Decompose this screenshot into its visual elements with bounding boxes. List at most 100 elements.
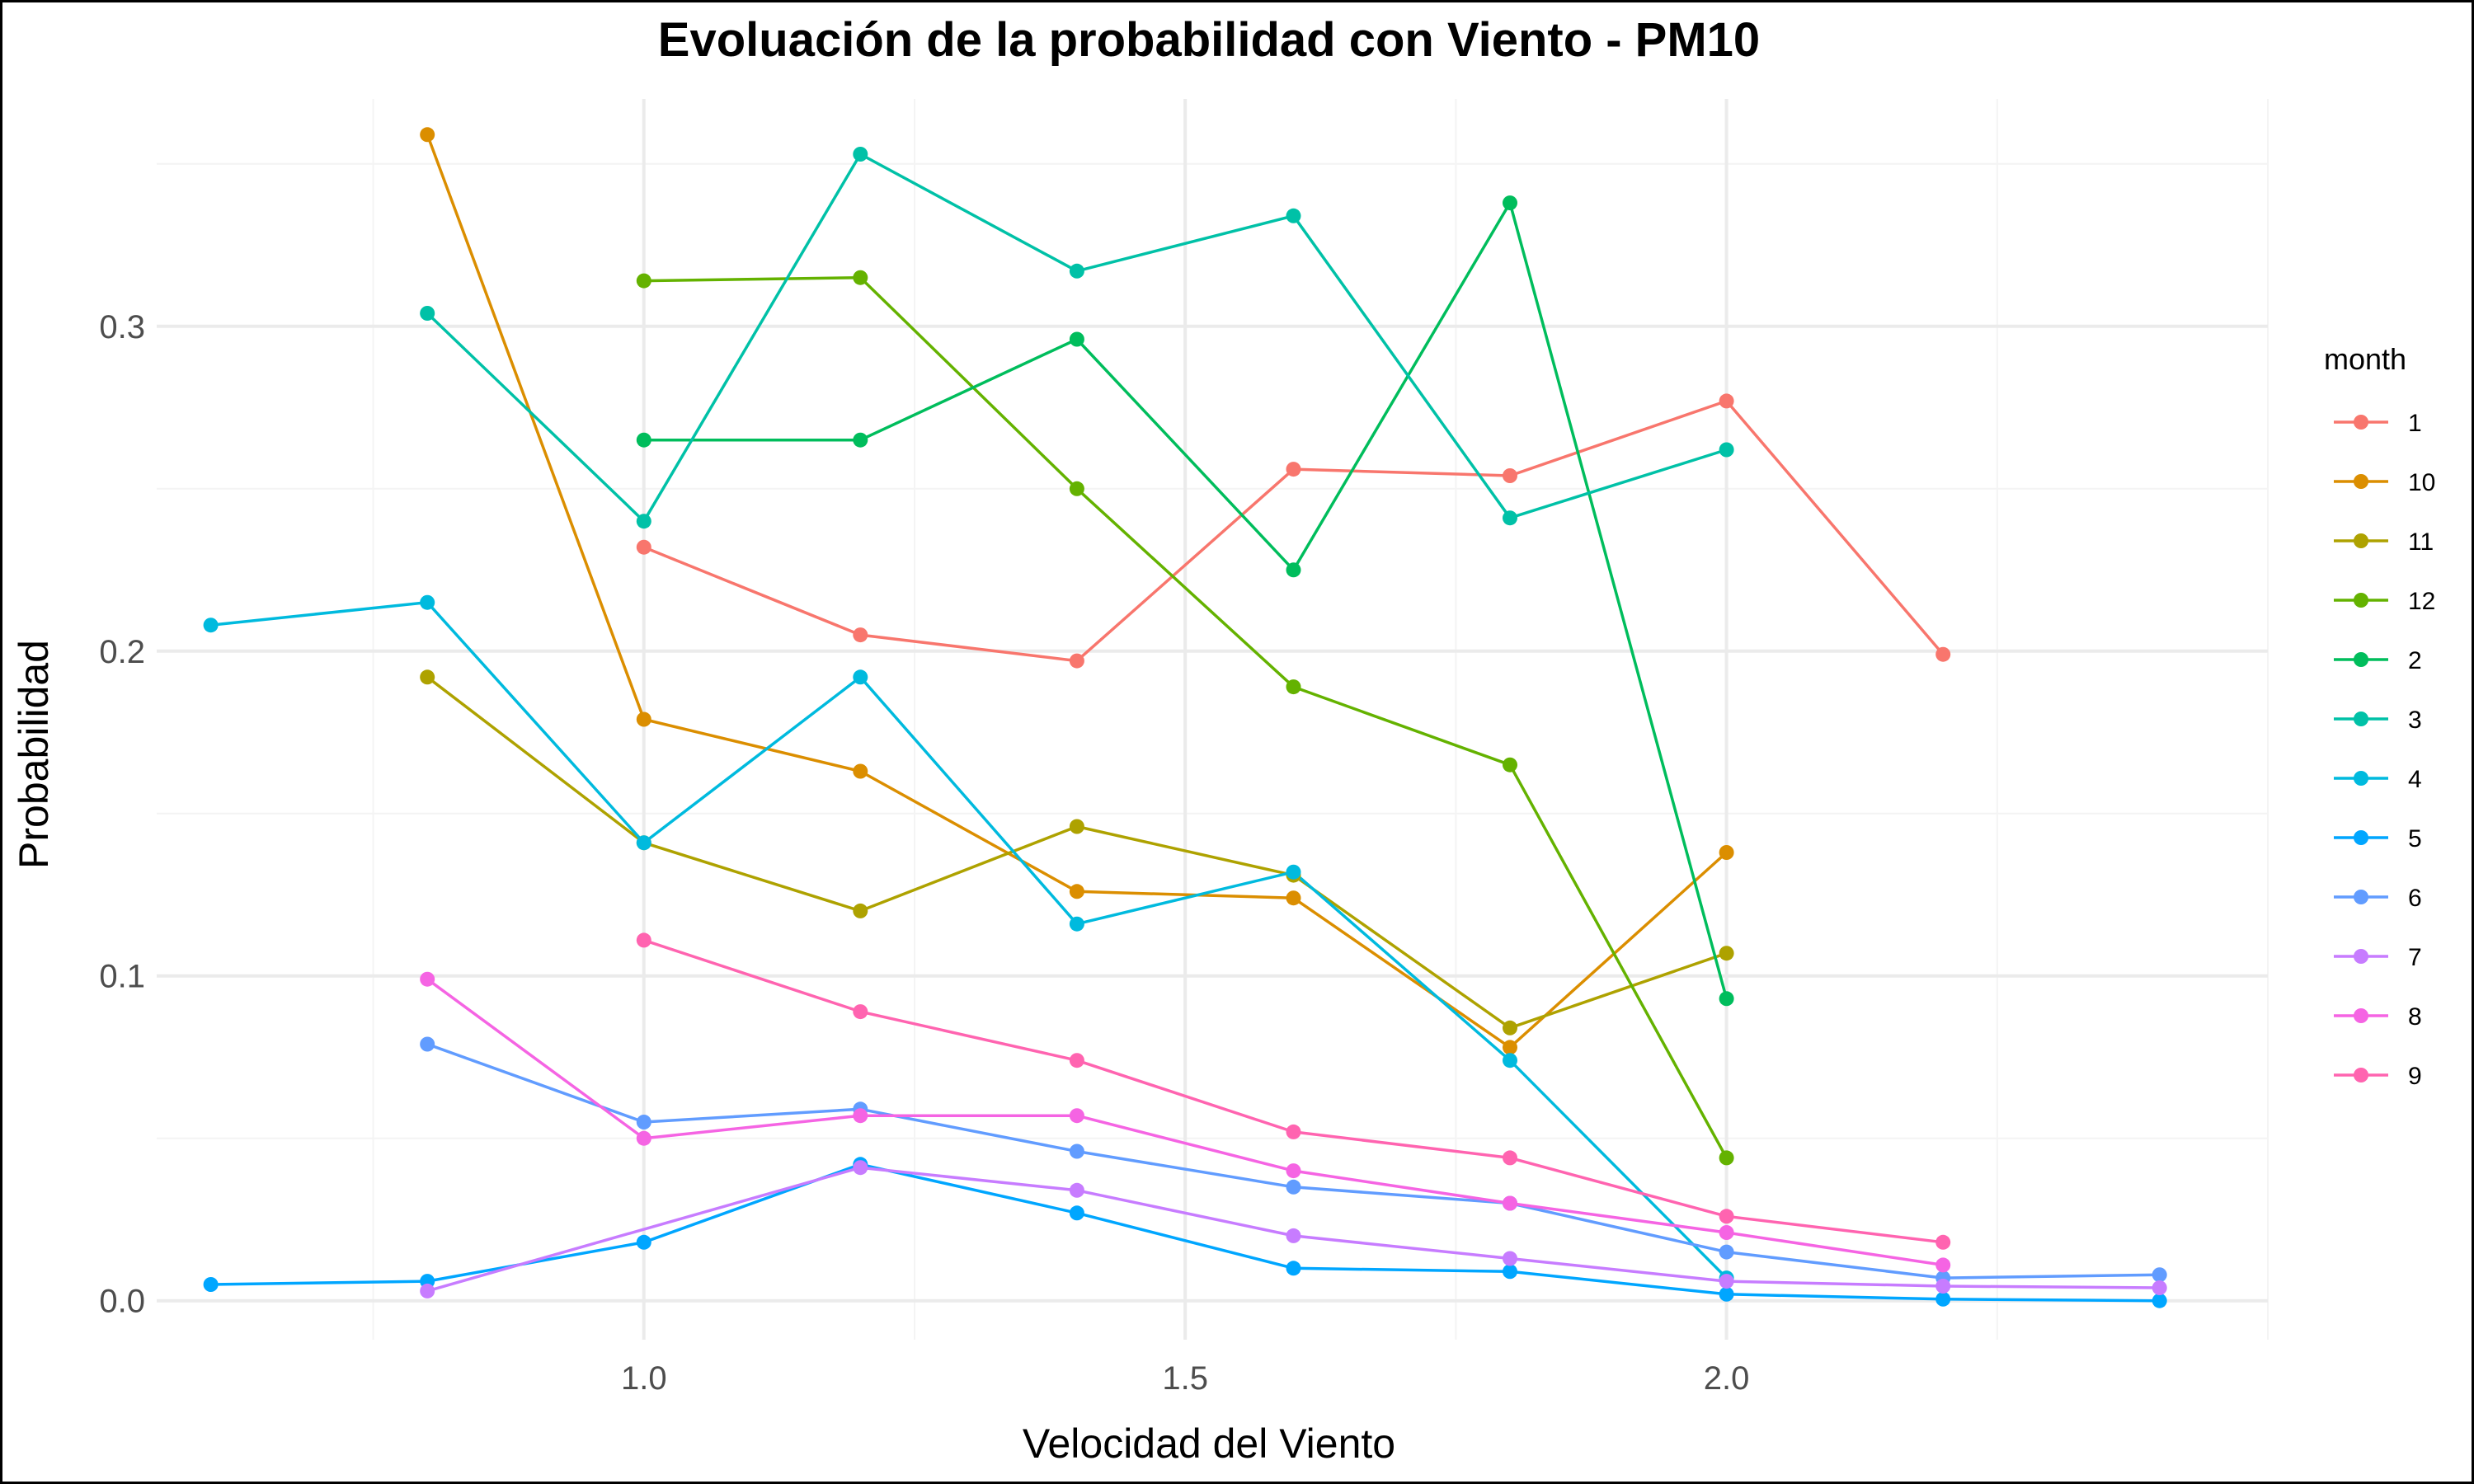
chart-title: Evoluación de la probabilidad con Viento… (658, 13, 1760, 67)
data-point (1286, 1163, 1301, 1179)
data-point (1286, 208, 1301, 223)
series-month-8 (426, 978, 1944, 1267)
series-points-month-1 (636, 393, 1951, 669)
series-points-month-2 (636, 195, 1734, 1007)
y-tick-label: 0.3 (99, 309, 145, 345)
data-point (1719, 1286, 1734, 1302)
data-point (2152, 1267, 2167, 1283)
data-point (420, 594, 435, 610)
data-point (1069, 1053, 1084, 1068)
grid (157, 99, 2269, 1340)
series-points-month-7 (420, 1160, 2167, 1298)
data-point (853, 147, 868, 162)
data-point (1503, 1040, 1517, 1055)
legend-key-point (2354, 474, 2368, 489)
legend-key-point (2354, 830, 2368, 845)
axis-labels: 1.0 1.5 2.0 0.0 0.1 0.2 0.3 (99, 309, 1749, 1397)
data-point (1069, 653, 1084, 669)
data-point (1069, 1182, 1084, 1198)
legend-item-1: 1 (2334, 410, 2422, 437)
data-point (636, 1234, 651, 1250)
data-point (1719, 1209, 1734, 1224)
series-month-12 (643, 275, 1729, 1159)
data-point (853, 627, 868, 643)
series-points-month-12 (636, 270, 1734, 1166)
series-points-month-4 (203, 594, 1734, 1286)
series-line (643, 275, 1729, 1159)
series-points-month-8 (420, 971, 1951, 1273)
data-point (1935, 1291, 1951, 1307)
data-point (1069, 819, 1084, 834)
data-point (1503, 1053, 1517, 1068)
series-month-4 (210, 600, 1728, 1280)
data-point (636, 432, 651, 448)
data-point (636, 711, 651, 727)
data-point (1719, 1274, 1734, 1289)
data-point (1503, 468, 1517, 483)
series-line (643, 938, 1944, 1244)
data-point (853, 669, 868, 685)
legend-item-2: 2 (2334, 647, 2422, 674)
data-point (636, 1115, 651, 1129)
legend-key-point (2354, 1008, 2368, 1023)
data-point (1503, 1264, 1517, 1280)
series-points-month-11 (420, 669, 1734, 1036)
data-point (636, 1130, 651, 1146)
data-point (1069, 1205, 1084, 1221)
data-point (420, 306, 435, 321)
series-line (426, 978, 1944, 1267)
data-point (420, 1283, 435, 1298)
data-point (2152, 1293, 2167, 1308)
legend-items: 1 10 11 12 2 3 4 5 6 7 8 9 (2334, 410, 2435, 1090)
data-point (1286, 679, 1301, 695)
data-point (853, 1160, 868, 1176)
data-point (853, 1004, 868, 1020)
data-point (636, 514, 651, 529)
data-point (636, 932, 651, 948)
data-point (1069, 916, 1084, 932)
data-point (1719, 1225, 1734, 1240)
series-line (426, 1166, 2160, 1293)
series-points-month-6 (420, 1036, 2167, 1286)
data-point (1719, 946, 1734, 961)
series-points-month-10 (420, 127, 1734, 1055)
legend-item-5: 5 (2334, 825, 2422, 852)
legend-title: month (2324, 342, 2406, 376)
legend-key-point (2354, 652, 2368, 667)
data-point (420, 127, 435, 143)
legend-item-8: 8 (2334, 1003, 2422, 1031)
data-point (1719, 393, 1734, 409)
data-point (1069, 1144, 1084, 1159)
legend-label: 8 (2408, 1003, 2422, 1031)
series-points-month-9 (636, 932, 1951, 1250)
x-axis-title: Velocidad del Viento (1023, 1421, 1395, 1467)
data-point (420, 971, 435, 987)
legend-label: 5 (2408, 825, 2422, 852)
legend-item-7: 7 (2334, 944, 2422, 971)
data-point (1935, 1234, 1951, 1250)
data-point (203, 618, 219, 633)
data-point (1069, 481, 1084, 496)
legend-key-point (2354, 593, 2368, 608)
data-point (1503, 1150, 1517, 1166)
data-point (1719, 442, 1734, 458)
series-month-7 (426, 1166, 2160, 1293)
data-point (1719, 845, 1734, 860)
series-month-9 (643, 938, 1944, 1244)
data-point (1719, 1244, 1734, 1260)
legend-label: 10 (2408, 469, 2435, 496)
data-point (1935, 646, 1951, 662)
legend-label: 6 (2408, 885, 2422, 912)
data-point (853, 1108, 868, 1124)
data-point (853, 763, 868, 779)
legend-key-point (2354, 415, 2368, 430)
legend-item-9: 9 (2334, 1063, 2422, 1090)
legend-key-point (2354, 890, 2368, 904)
legend-label: 9 (2408, 1063, 2422, 1090)
data-point (1503, 1251, 1517, 1266)
legend-key-point (2354, 533, 2368, 548)
legend-label: 7 (2408, 944, 2422, 971)
x-tick-label: 1.5 (1162, 1360, 1208, 1397)
